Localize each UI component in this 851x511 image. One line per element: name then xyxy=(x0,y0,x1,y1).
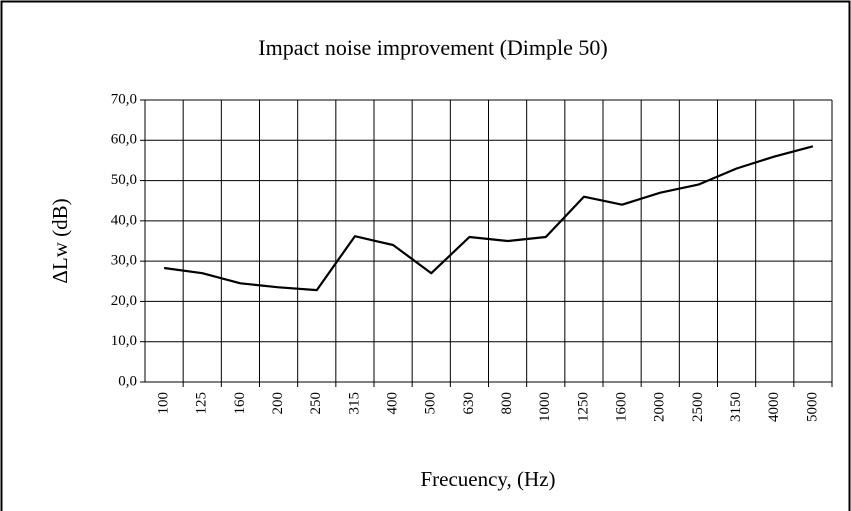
y-tick-label: 10,0 xyxy=(111,333,137,349)
x-tick-label: 200 xyxy=(270,392,286,415)
x-tick-label: 1250 xyxy=(575,392,591,422)
x-tick-label: 2500 xyxy=(690,392,706,422)
x-tick-label: 2000 xyxy=(652,392,668,422)
y-tick-label: 0,0 xyxy=(118,373,137,389)
x-axis-label: Frecuency, (Hz) xyxy=(420,467,555,491)
x-tick-label: 160 xyxy=(232,392,248,415)
data-line xyxy=(163,145,814,292)
x-tick-label: 400 xyxy=(385,392,401,415)
x-tick-label: 100 xyxy=(156,392,172,415)
x-tick-label: 250 xyxy=(308,392,324,415)
x-tick-label: 3150 xyxy=(728,392,744,422)
y-tick-label: 70,0 xyxy=(111,91,137,107)
x-tick-label: 500 xyxy=(423,392,439,415)
x-tick-label: 125 xyxy=(194,392,210,415)
y-tick-label: 30,0 xyxy=(111,253,137,269)
x-tick-label: 1600 xyxy=(614,392,630,422)
y-tick-label: 20,0 xyxy=(111,293,137,309)
y-tick-label: 50,0 xyxy=(111,172,137,188)
chart-title: Impact noise improvement (Dimple 50) xyxy=(258,35,607,60)
y-tick-label: 40,0 xyxy=(111,212,137,228)
x-tick-label: 630 xyxy=(461,392,477,415)
x-tick-label: 4000 xyxy=(766,392,782,422)
x-tick-label: 800 xyxy=(499,392,515,415)
x-tick-label: 1000 xyxy=(537,392,553,422)
y-tick-label: 60,0 xyxy=(111,132,137,148)
x-tick-label: 5000 xyxy=(804,392,820,422)
x-tick-label: 315 xyxy=(346,392,362,415)
y-axis-label: ΔLw (dB) xyxy=(48,198,72,283)
